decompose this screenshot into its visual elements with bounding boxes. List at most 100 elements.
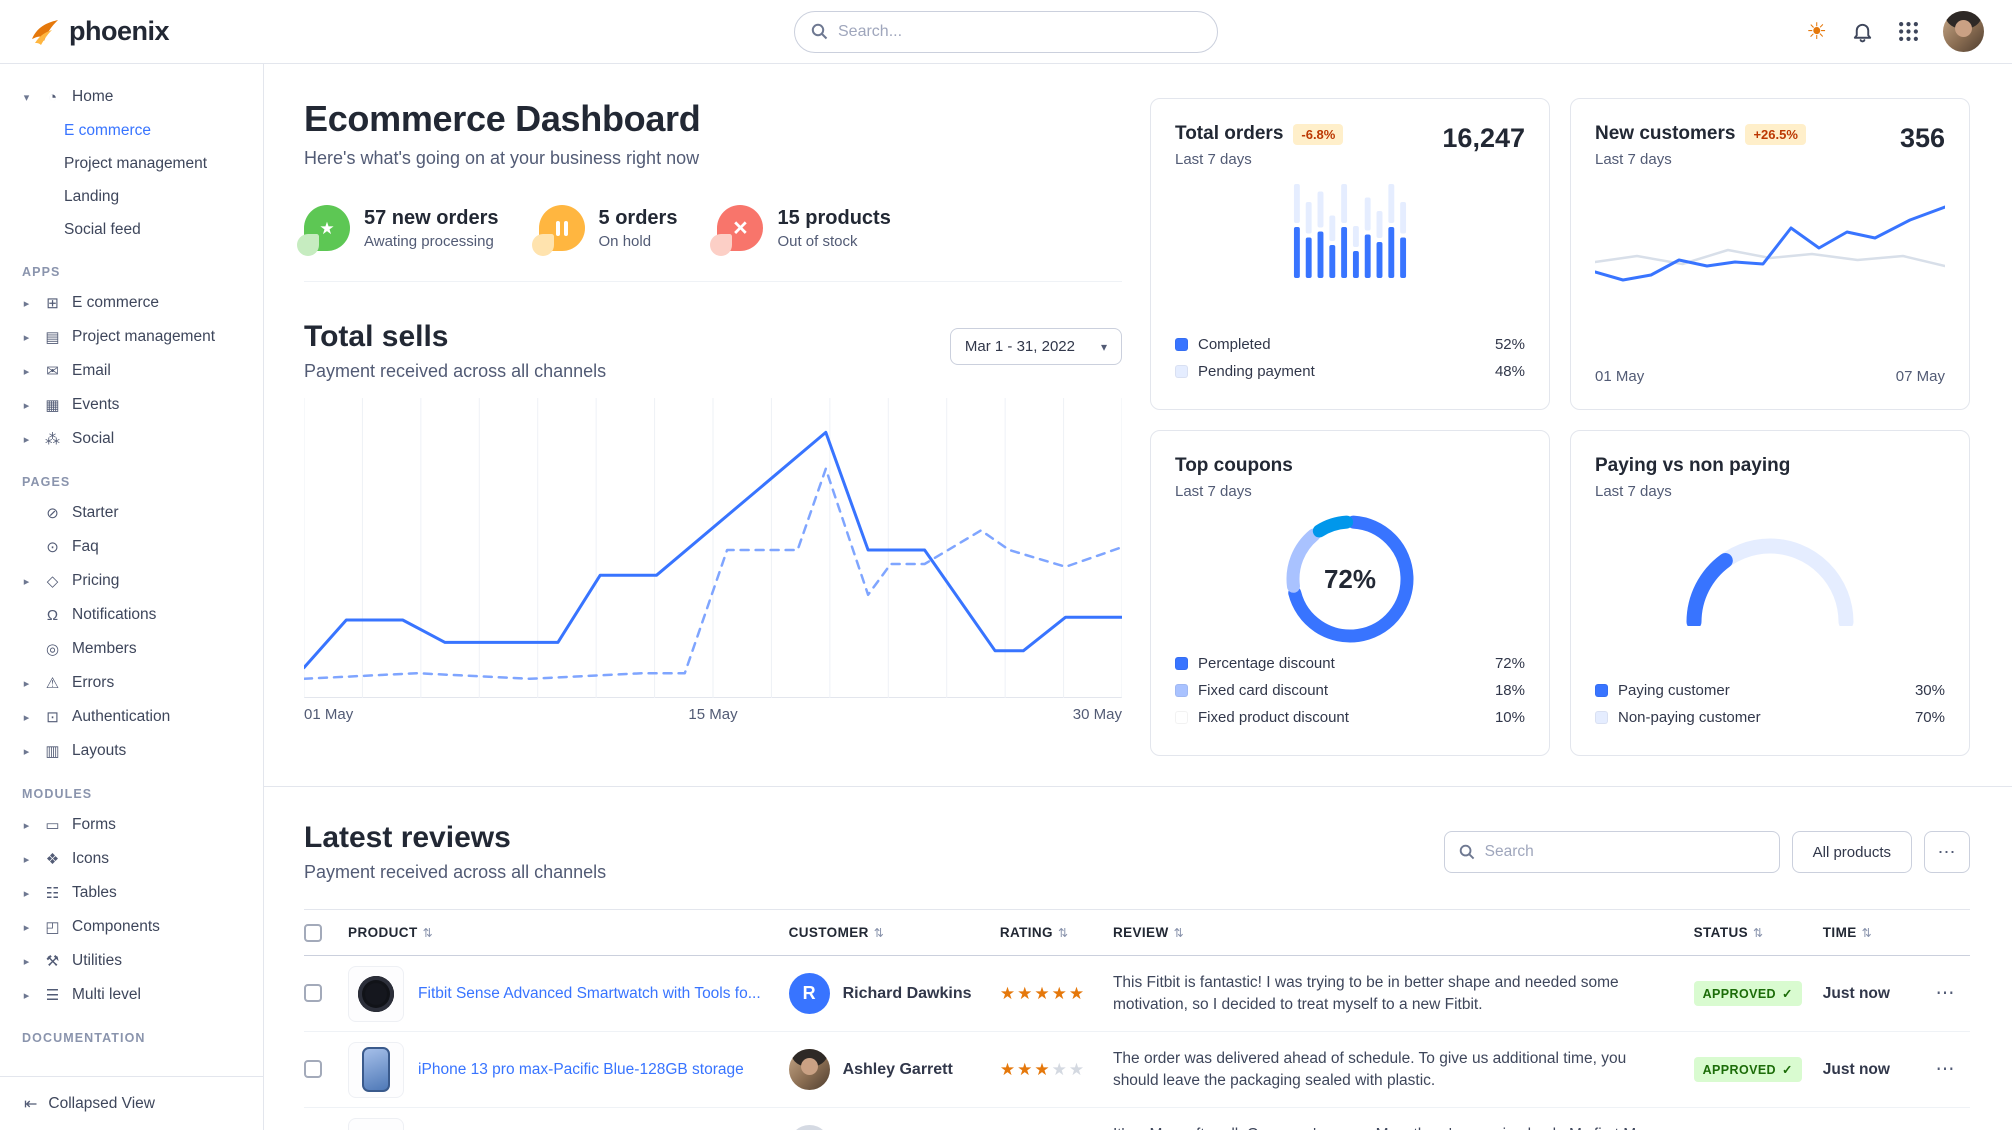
sidebar-item-social-feed[interactable]: Social feed [64, 220, 141, 238]
stat-value: 57 new orders [364, 206, 499, 229]
sidebar-item-utilities[interactable]: ▸ ⚒ Utilities [20, 944, 245, 978]
sidebar-item-components[interactable]: ▸ ◰ Components [20, 910, 245, 944]
check-icon: ✓ [1781, 987, 1793, 1001]
theme-toggle-button[interactable]: ☀ [1806, 20, 1827, 43]
row-actions-button[interactable]: ⋯ [1920, 955, 1970, 1032]
sidebar-item-layouts[interactable]: ▸ ▥ Layouts [20, 734, 245, 768]
sidebar-item-e-commerce[interactable]: E commerce [64, 121, 151, 139]
legend-swatch [1175, 711, 1188, 724]
new-customers-x-labels: 01 May 07 May [1595, 368, 1945, 385]
notifications-button[interactable] [1851, 20, 1874, 43]
caret-right-icon: ▸ [23, 745, 30, 758]
grid-icon [1899, 22, 1918, 41]
table-icon: ☷ [45, 885, 60, 902]
reviews-search-input[interactable] [1484, 843, 1765, 861]
date-range-select[interactable]: Mar 1 - 31, 2022 ▾ [949, 328, 1122, 365]
sidebar-item-label: Pricing [72, 572, 120, 589]
sidebar-item-label: Utilities [72, 952, 122, 969]
form-icon: ▭ [45, 817, 60, 834]
phoenix-logo [32, 19, 58, 45]
sidebar-item-pricing[interactable]: ▸ ◇ Pricing [20, 564, 245, 598]
sidebar-item-email[interactable]: ▸ ✉ Email [20, 354, 245, 388]
sidebar-item-label: Forms [72, 816, 116, 833]
sidebar-item-errors[interactable]: ▸ ⚠ Errors [20, 666, 245, 700]
latest-reviews-subtitle: Payment received across all channels [304, 862, 607, 882]
apps-grid-button[interactable] [1898, 21, 1919, 42]
sidebar-item-tables[interactable]: ▸ ☷ Tables [20, 876, 245, 910]
sort-icon[interactable]: ⇅ [422, 926, 434, 940]
user-avatar[interactable] [1943, 11, 1984, 52]
topbar-search[interactable] [794, 10, 1218, 53]
sidebar-item-starter[interactable]: ⊘ Starter [20, 496, 245, 530]
section-label-documentation: DOCUMENTATION [22, 1031, 146, 1045]
review-text: It's a Mac, after all. Once you've gone … [1112, 1107, 1694, 1130]
avatar [788, 1125, 830, 1130]
legend-item: Non-paying customer 70% [1595, 704, 1945, 731]
sidebar-group-home[interactable]: ▾ ◔ Home [20, 80, 245, 114]
sidebar-item-forms[interactable]: ▸ ▭ Forms [20, 808, 245, 842]
search-input[interactable] [838, 22, 1201, 41]
section-label-modules: MODULES [22, 787, 93, 801]
brand-name: phoenix [69, 16, 170, 46]
sidebar-item-ecommerce-app[interactable]: ▸ ⊞ E commerce [20, 286, 245, 320]
sidebar-item-faq[interactable]: ⊙ Faq [20, 530, 245, 564]
total-sells-x-labels: 01 May 15 May 30 May [304, 706, 1122, 723]
section-label-pages: PAGES [22, 475, 71, 489]
sort-icon[interactable]: ⇅ [1753, 926, 1764, 940]
dashboard-left: Ecommerce Dashboard Here's what's going … [297, 98, 1124, 756]
all-products-filter-button[interactable]: All products [1791, 831, 1912, 873]
chevron-down-icon: ▾ [1100, 339, 1107, 354]
reviews-search[interactable] [1443, 831, 1780, 873]
select-all-checkbox[interactable] [304, 923, 322, 942]
rating-stars: ★ ★ ★ ★ ★ [999, 1059, 1085, 1079]
bell-icon [1853, 23, 1872, 43]
total-sells-subtitle: Payment received across all channels [304, 361, 607, 381]
status-badge: APPROVED ✓ [1693, 1057, 1802, 1082]
sidebar-item-label: E commerce [72, 294, 159, 311]
brand[interactable]: phoenix [28, 16, 170, 48]
main-content: Ecommerce Dashboard Here's what's going … [264, 64, 2012, 1130]
row-checkbox[interactable] [304, 984, 322, 1003]
avatar: R [788, 973, 830, 1014]
stat-new-orders: ★ 57 new orders Awating processing [297, 205, 499, 256]
caret-right-icon: ▸ [23, 677, 30, 690]
table-row: iPhone 13 pro max-Pacific Blue-128GB sto… [304, 1031, 1970, 1108]
product-link[interactable]: iPhone 13 pro max-Pacific Blue-128GB sto… [418, 1060, 744, 1078]
sidebar-item-notifications[interactable]: Ω Notifications [20, 598, 245, 632]
paying-gauge-chart [1678, 520, 1862, 630]
customer-name: Richard Dawkins [842, 984, 972, 1002]
sidebar-item-label: Tables [72, 884, 117, 901]
caret-right-icon: ▸ [23, 853, 30, 866]
row-actions-button[interactable]: ⋯ [1920, 1031, 1970, 1108]
row-checkbox[interactable] [304, 1060, 322, 1079]
sidebar-item-authentication[interactable]: ▸ ⊡ Authentication [20, 700, 245, 734]
sidebar-item-project-management[interactable]: Project management [64, 154, 208, 172]
legend-item: Percentage discount 72% [1175, 650, 1525, 677]
sidebar-item-landing[interactable]: Landing [64, 187, 120, 205]
caret-right-icon: ▸ [23, 711, 30, 724]
review-time: Just now [1822, 955, 1921, 1032]
sort-icon[interactable]: ⇅ [1861, 926, 1873, 940]
sidebar-item-social[interactable]: ▸ ⁂ Social [20, 422, 245, 456]
stat-caption: Out of stock [777, 232, 858, 250]
card-title: Paying vs non paying [1595, 455, 1791, 476]
sort-icon[interactable]: ⇅ [1173, 926, 1185, 940]
legend-swatch [1175, 338, 1188, 351]
review-text: The order was delivered ahead of schedul… [1112, 1031, 1694, 1108]
sort-icon[interactable]: ⇅ [1057, 926, 1069, 940]
product-link[interactable]: Fitbit Sense Advanced Smartwatch with To… [418, 984, 761, 1002]
sidebar-item-icons[interactable]: ▸ ❖ Icons [20, 842, 245, 876]
caret-right-icon: ▸ [23, 297, 30, 310]
reviews-table: PRODUCT ⇅ CUSTOMER ⇅ RATING ⇅ REVIEW ⇅ STATU… [304, 909, 1970, 1130]
reviews-more-button[interactable]: ⋯ [1924, 831, 1970, 873]
icons-icon: ❖ [45, 851, 60, 868]
sidebar-item-label: Events [72, 396, 120, 413]
sidebar-item-multi-level[interactable]: ▸ ☰ Multi level [20, 978, 245, 1012]
review-time: Just now [1822, 1031, 1921, 1108]
collapsed-view-toggle[interactable]: ⇤ Collapsed View [0, 1076, 263, 1130]
legend-swatch [1175, 684, 1188, 697]
sidebar-item-project-management-app[interactable]: ▸ ▤ Project management [20, 320, 245, 354]
sort-icon[interactable]: ⇅ [873, 926, 885, 940]
sidebar-item-events[interactable]: ▸ ▦ Events [20, 388, 245, 422]
sidebar-item-members[interactable]: ◎ Members [20, 632, 245, 666]
